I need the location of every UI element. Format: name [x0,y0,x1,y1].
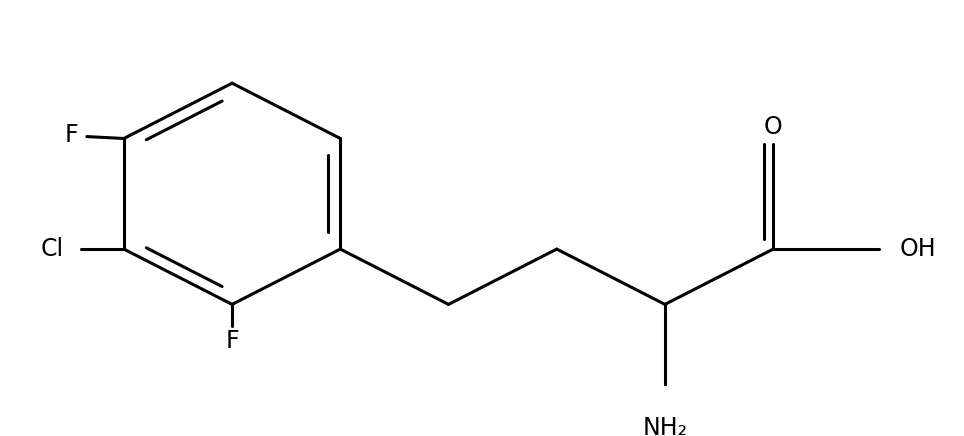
Text: F: F [226,329,239,353]
Text: NH₂: NH₂ [642,416,687,436]
Text: F: F [65,123,78,146]
Text: Cl: Cl [40,237,64,261]
Text: O: O [763,115,783,139]
Text: OH: OH [899,237,936,261]
